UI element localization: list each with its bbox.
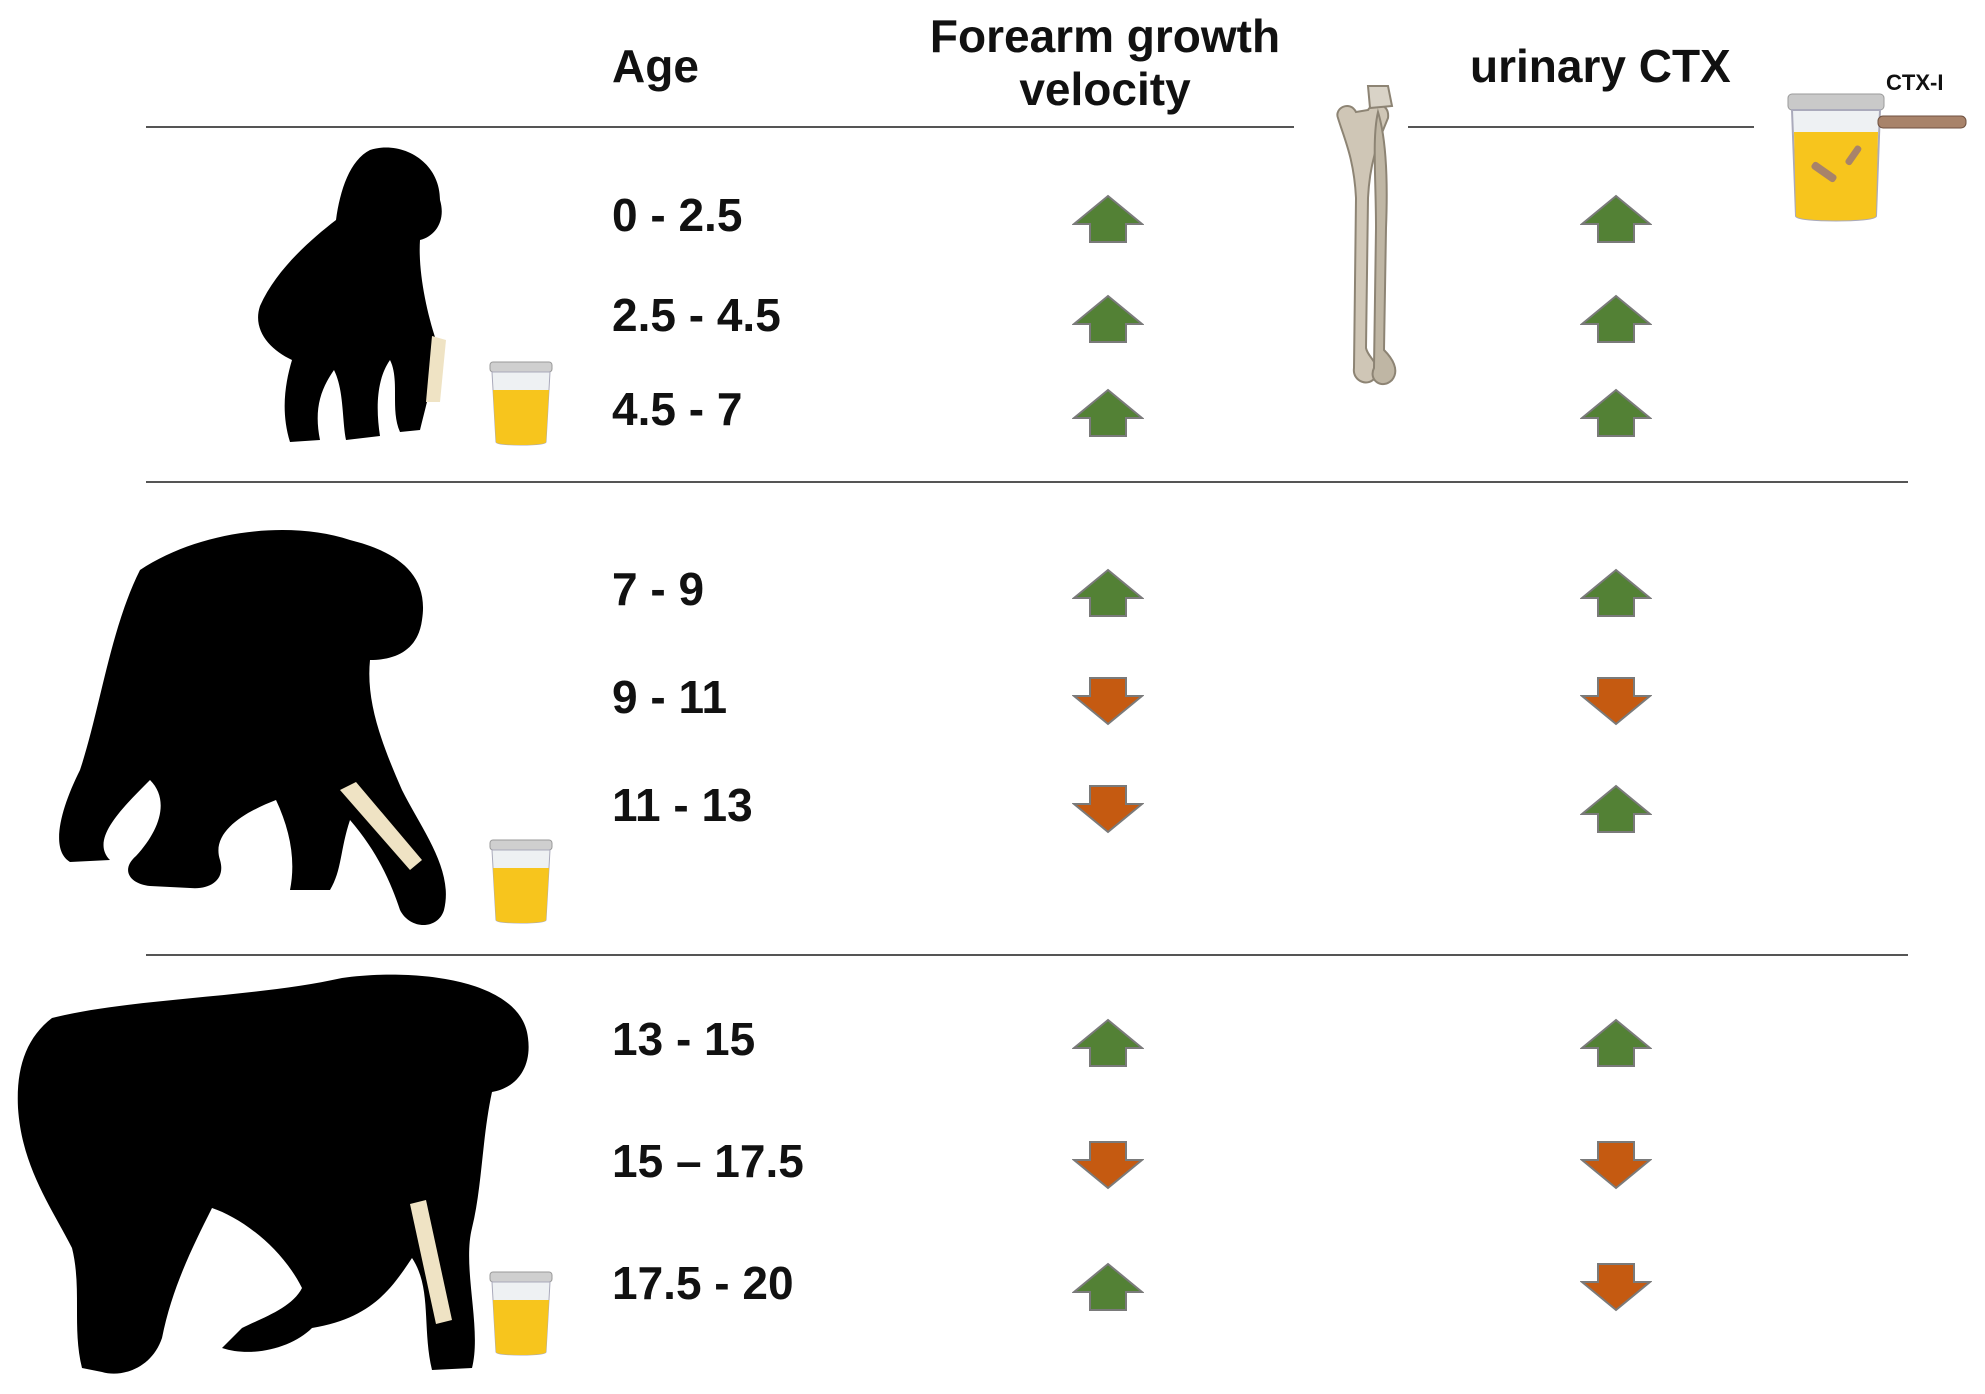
ctx-arrow-down-icon	[1580, 1262, 1652, 1312]
urine-cup-small-1	[489, 361, 553, 446]
adult-ape-silhouette	[17, 974, 529, 1374]
forearm-bones-icon	[1336, 85, 1397, 386]
ctx-arrow-up-icon	[1580, 568, 1652, 618]
ctx-i-label: CTX-I	[1886, 70, 1944, 95]
ctx-arrow-up-icon	[1580, 294, 1652, 344]
forearm-header-line2: velocity	[1019, 62, 1191, 115]
ctx-arrow-down-icon	[1580, 1140, 1652, 1190]
age-range-label: 4.5 - 7	[612, 383, 743, 435]
juvenile-ape-silhouette	[59, 530, 446, 925]
forearm-arrow-up-icon	[1072, 568, 1144, 618]
age-range-label: 0 - 2.5	[612, 189, 743, 241]
age-range-label: 7 - 9	[612, 563, 705, 615]
forearm-arrow-down-icon	[1072, 1140, 1144, 1190]
group-divider-2	[146, 954, 1908, 956]
forearm-header-line1: Forearm growth	[929, 10, 1281, 62]
header-rule-right	[1408, 126, 1754, 128]
ctx-arrow-down-icon	[1580, 676, 1652, 726]
infant-ape-silhouette	[258, 147, 446, 442]
group-divider-1	[146, 481, 1908, 483]
age-range-label: 9 - 11	[612, 671, 728, 723]
age-range-label: 11 - 13	[612, 779, 753, 831]
forearm-arrow-up-icon	[1072, 388, 1144, 438]
forearm-arrow-down-icon	[1072, 676, 1144, 726]
urinary-ctx-header: urinary CTX	[1470, 40, 1731, 92]
forearm-arrow-up-icon	[1072, 194, 1144, 244]
age-range-label: 17.5 - 20	[612, 1257, 794, 1309]
header-rule-left	[146, 126, 1294, 128]
urine-cup-ctx-icon	[1787, 93, 1967, 222]
age-header: Age	[612, 40, 699, 92]
urine-cup-small-2	[489, 839, 553, 924]
ctx-arrow-up-icon	[1580, 784, 1652, 834]
ctx-arrow-up-icon	[1580, 1018, 1652, 1068]
forearm-arrow-up-icon	[1072, 294, 1144, 344]
ctx-arrow-up-icon	[1580, 194, 1652, 244]
forearm-growth-header: Forearm growth velocity	[905, 10, 1305, 116]
age-range-label: 15 – 17.5	[612, 1135, 804, 1187]
age-range-label: 13 - 15	[612, 1013, 756, 1065]
ctx-arrow-up-icon	[1580, 388, 1652, 438]
forearm-arrow-down-icon	[1072, 784, 1144, 834]
forearm-arrow-up-icon	[1072, 1262, 1144, 1312]
age-range-label: 2.5 - 4.5	[612, 289, 781, 341]
urine-cup-small-3	[489, 1271, 553, 1356]
forearm-arrow-up-icon	[1072, 1018, 1144, 1068]
